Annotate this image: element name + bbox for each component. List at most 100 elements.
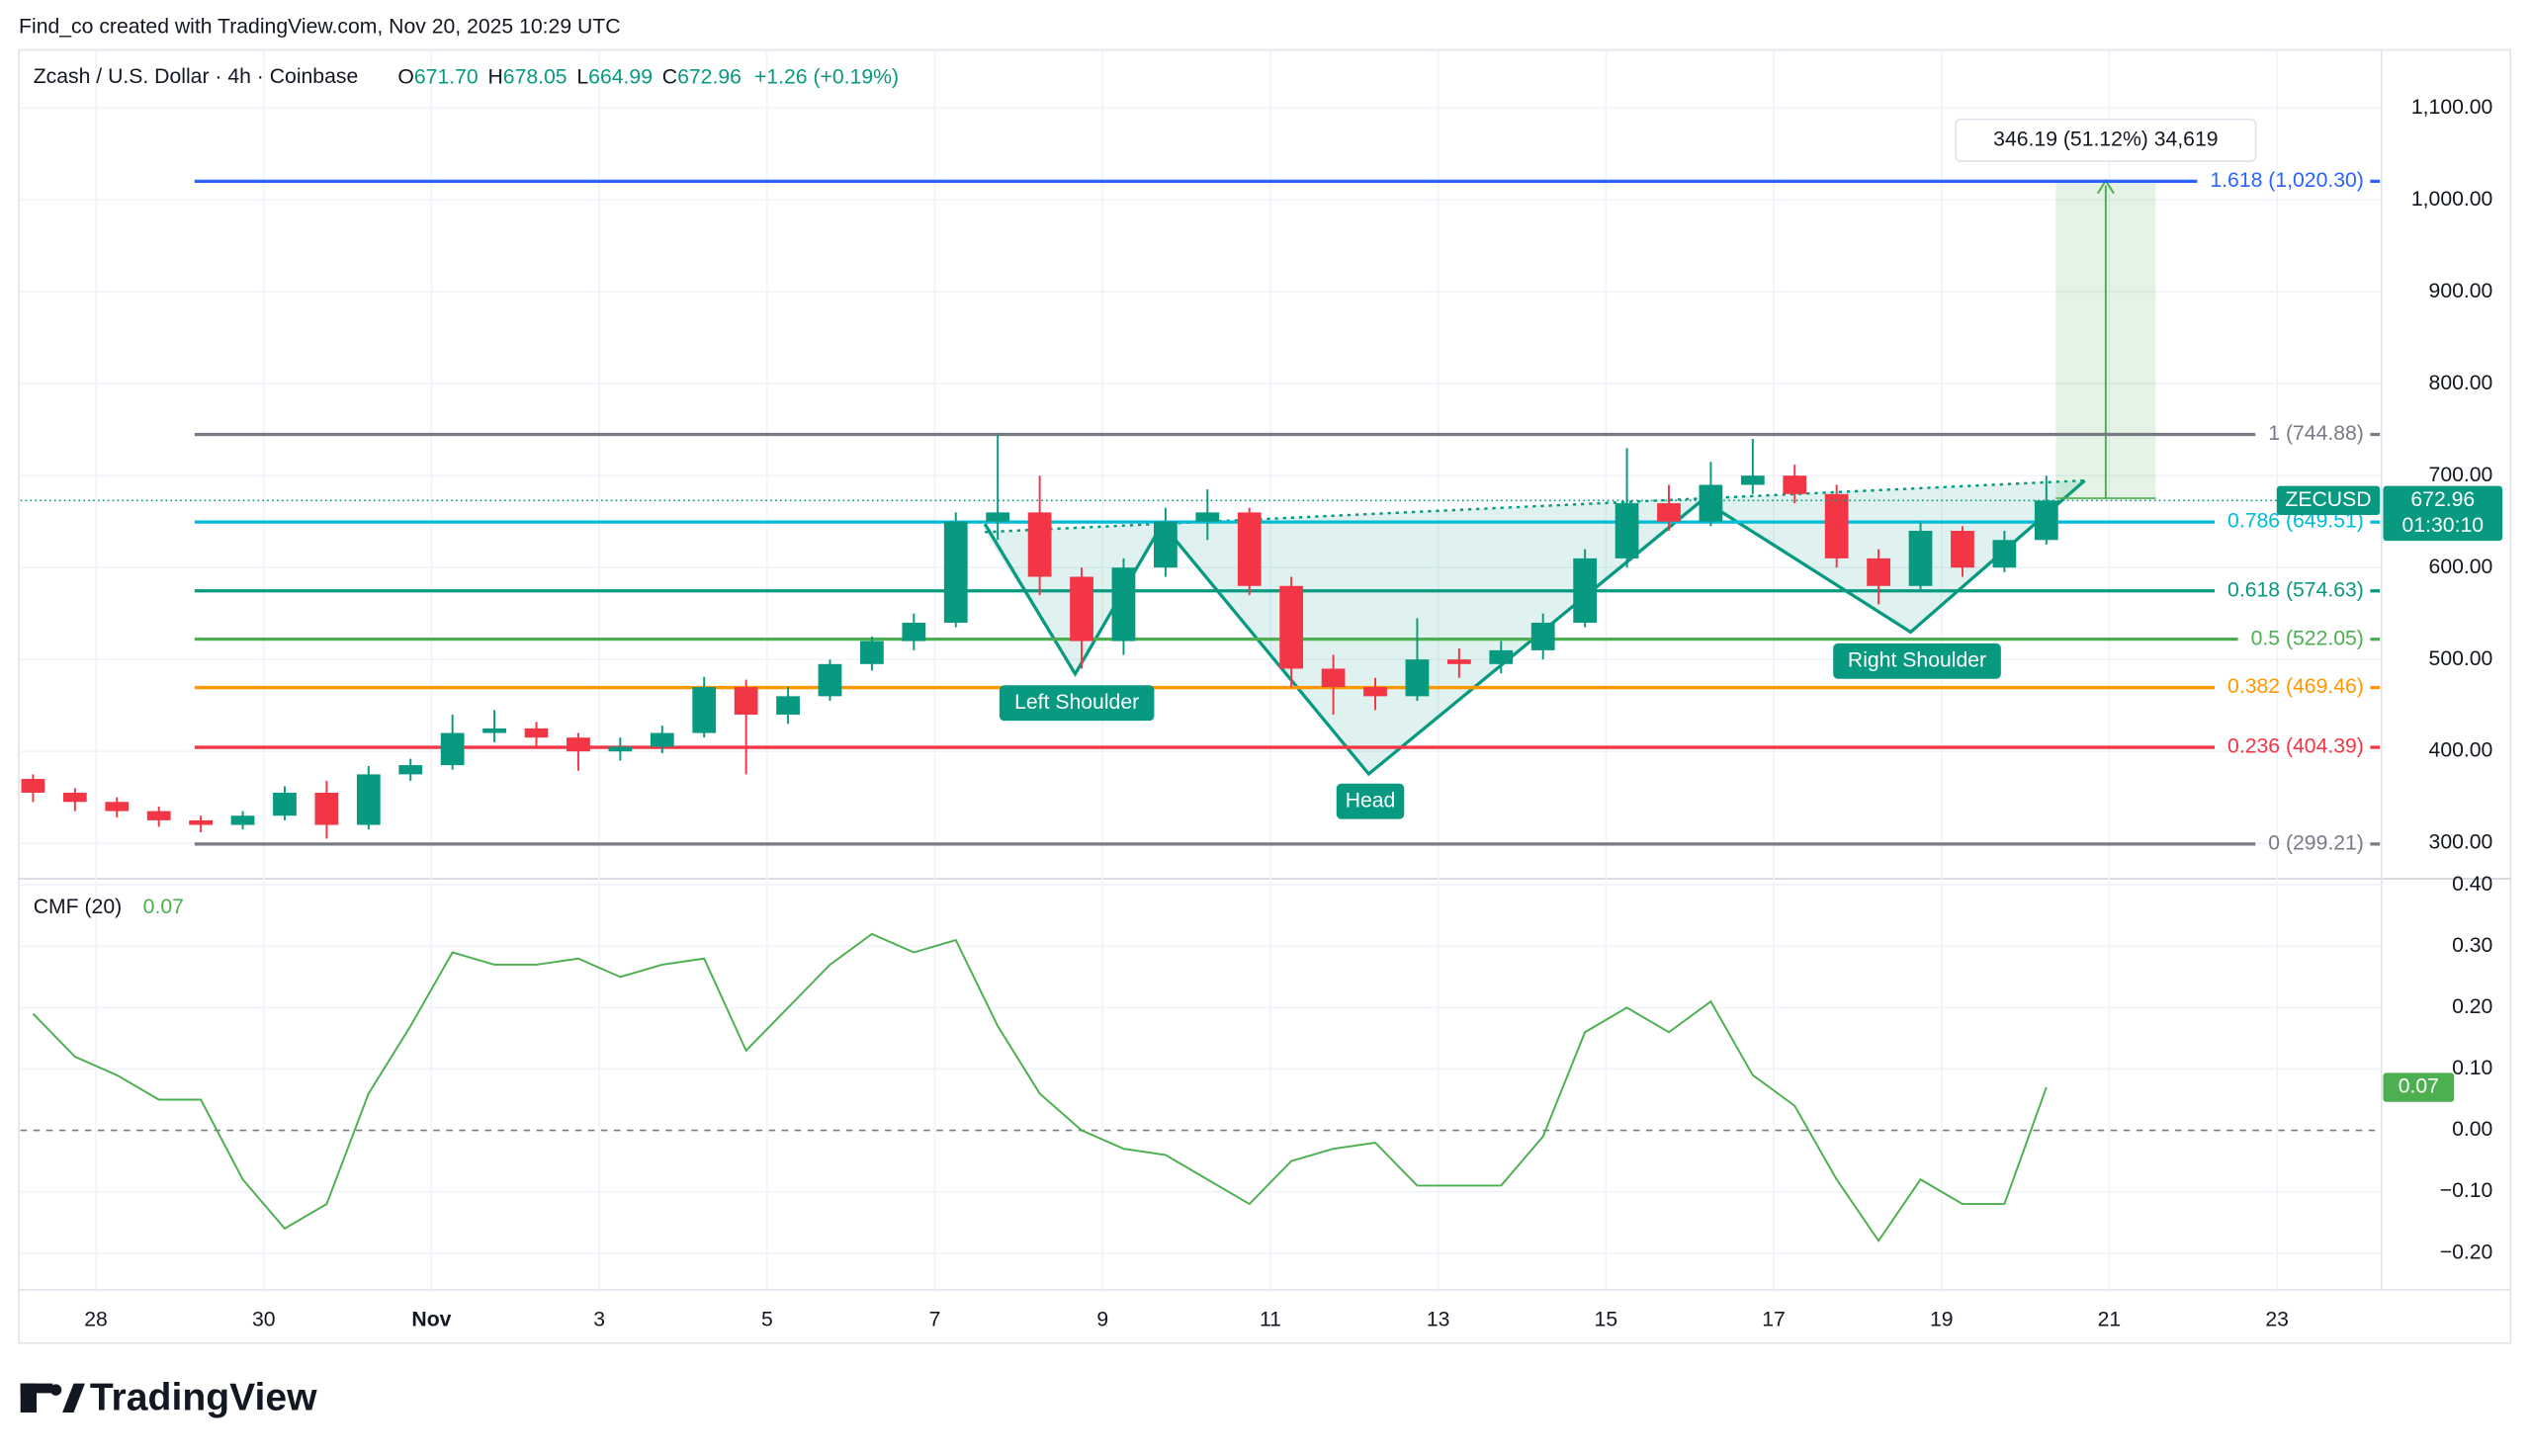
x-tick-label: 5 <box>761 1309 773 1331</box>
y-tick-label: 500.00 <box>2429 647 2493 670</box>
x-tick-label: 19 <box>1930 1309 1954 1331</box>
y-tick-label: 400.00 <box>2429 739 2493 762</box>
value-tag-label: 0.07 <box>2399 1075 2439 1098</box>
label-box <box>1833 642 2001 679</box>
x-tick-label: 17 <box>1762 1309 1786 1331</box>
x-tick-label: 11 <box>1260 1309 1281 1331</box>
y-tick-label: 1,000.00 <box>2411 188 2492 211</box>
candle-body <box>1321 668 1346 688</box>
y-tick-label: 300.00 <box>2429 831 2493 854</box>
logo-mark <box>20 1383 53 1394</box>
candle-body <box>986 512 1010 522</box>
candle-body <box>902 622 926 642</box>
candle-body <box>105 802 130 812</box>
y-tick-label: 0.40 <box>2452 873 2492 896</box>
candle-body <box>2034 500 2058 541</box>
x-tick-label: 9 <box>1096 1309 1108 1331</box>
candle-body <box>1615 503 1639 558</box>
pattern-label: Right Shoulder <box>1848 648 1986 671</box>
marks <box>20 434 2382 1243</box>
candle-body <box>62 792 87 803</box>
candle-body <box>21 779 45 793</box>
candle-body <box>1740 475 1765 485</box>
candle-body <box>692 687 717 733</box>
ohlc-key: H <box>487 65 502 88</box>
candle-body <box>1489 649 1514 664</box>
ohlc-value: 671.70 <box>414 65 479 88</box>
candle-body <box>1070 576 1093 642</box>
candle-body <box>482 728 506 733</box>
candle-body <box>356 774 381 825</box>
symbol-legend: Zcash / U.S. Dollar · 4h · Coinbase <box>34 65 359 88</box>
candle-body <box>1573 557 1598 623</box>
candle-body <box>1992 540 2017 568</box>
last-price-tag <box>2383 485 2503 542</box>
indicator-value: 0.07 <box>143 896 184 918</box>
candle-body <box>1908 530 1933 586</box>
y-tick-label: 0.00 <box>2452 1118 2492 1141</box>
candle-body <box>1867 557 1890 586</box>
ohlc-key: L <box>576 65 588 88</box>
candle-body <box>230 815 255 825</box>
logo-mark <box>62 1383 85 1413</box>
target-label: 346.19 (51.12%) 34,619 <box>1993 128 2218 151</box>
candle-body <box>1154 521 1178 568</box>
candle-body <box>1195 512 1220 522</box>
y-tick-label: 0.10 <box>2452 1057 2492 1079</box>
logo-mark <box>49 1384 62 1396</box>
candle-body <box>524 728 549 738</box>
fib-label: 0.5 (522.05) <box>2251 627 2364 649</box>
ohlc-value: 678.05 <box>503 65 567 88</box>
y-tick-label: 900.00 <box>2429 280 2493 302</box>
y-tick-label: 800.00 <box>2429 372 2493 394</box>
candle-body <box>189 819 213 825</box>
credit: Find_co created with TradingView.com, No… <box>19 15 620 38</box>
x-tick-label: 23 <box>2265 1309 2289 1331</box>
candle-body <box>734 687 758 715</box>
x-tick-label: 30 <box>252 1309 276 1331</box>
candle-body <box>273 792 297 816</box>
candle-body <box>776 696 800 715</box>
change: +1.26 (+0.19%) <box>754 65 899 88</box>
logo: TradingView <box>20 1376 317 1418</box>
candle-body <box>1699 484 1723 522</box>
fib-label: 0.382 (469.46) <box>2227 675 2364 698</box>
target-label-box <box>1955 118 2257 162</box>
candle-body <box>1783 475 1807 494</box>
pattern-label: Head <box>1346 789 1396 812</box>
ohlc-value: 672.96 <box>677 65 742 88</box>
y-tick-label: −0.10 <box>2440 1179 2493 1202</box>
countdown-label: 01:30:10 <box>2402 514 2484 537</box>
candle-body <box>943 521 968 623</box>
ohlc-legend: O671.70 H678.05 L664.99 C672.96 +1.26 (+0.19… <box>397 65 899 88</box>
candle-body <box>1363 687 1387 697</box>
candle-body <box>1111 567 1136 642</box>
symbol-tag: ZECUSD <box>2285 488 2371 511</box>
last-price-tag <box>2276 485 2381 516</box>
cmf-line <box>32 932 2048 1243</box>
x-tick-label: Nov <box>411 1309 451 1331</box>
x-tick-label: 21 <box>2098 1309 2122 1331</box>
candle-body <box>440 732 465 766</box>
candle-body <box>1237 512 1262 586</box>
logo-text: TradingView <box>90 1376 317 1418</box>
candle-body <box>860 641 884 664</box>
x-tick-label: 15 <box>1595 1309 1618 1331</box>
indicator-legend: CMF (20) <box>34 896 122 918</box>
y-tick-label: 1,100.00 <box>2411 96 2492 119</box>
y-tick-label: 700.00 <box>2429 464 2493 486</box>
candle-body <box>567 737 590 752</box>
y-tick-label: 0.20 <box>2452 995 2492 1018</box>
candle-body <box>398 765 423 775</box>
x-tick-label: 7 <box>929 1309 941 1331</box>
candle-body <box>1446 659 1471 664</box>
candle-body <box>1279 585 1304 669</box>
ohlc-key: C <box>662 65 677 88</box>
candle-body <box>1657 503 1681 522</box>
candle-body <box>1405 659 1430 697</box>
candle-body <box>1027 512 1052 577</box>
x-tick-label: 28 <box>84 1309 108 1331</box>
